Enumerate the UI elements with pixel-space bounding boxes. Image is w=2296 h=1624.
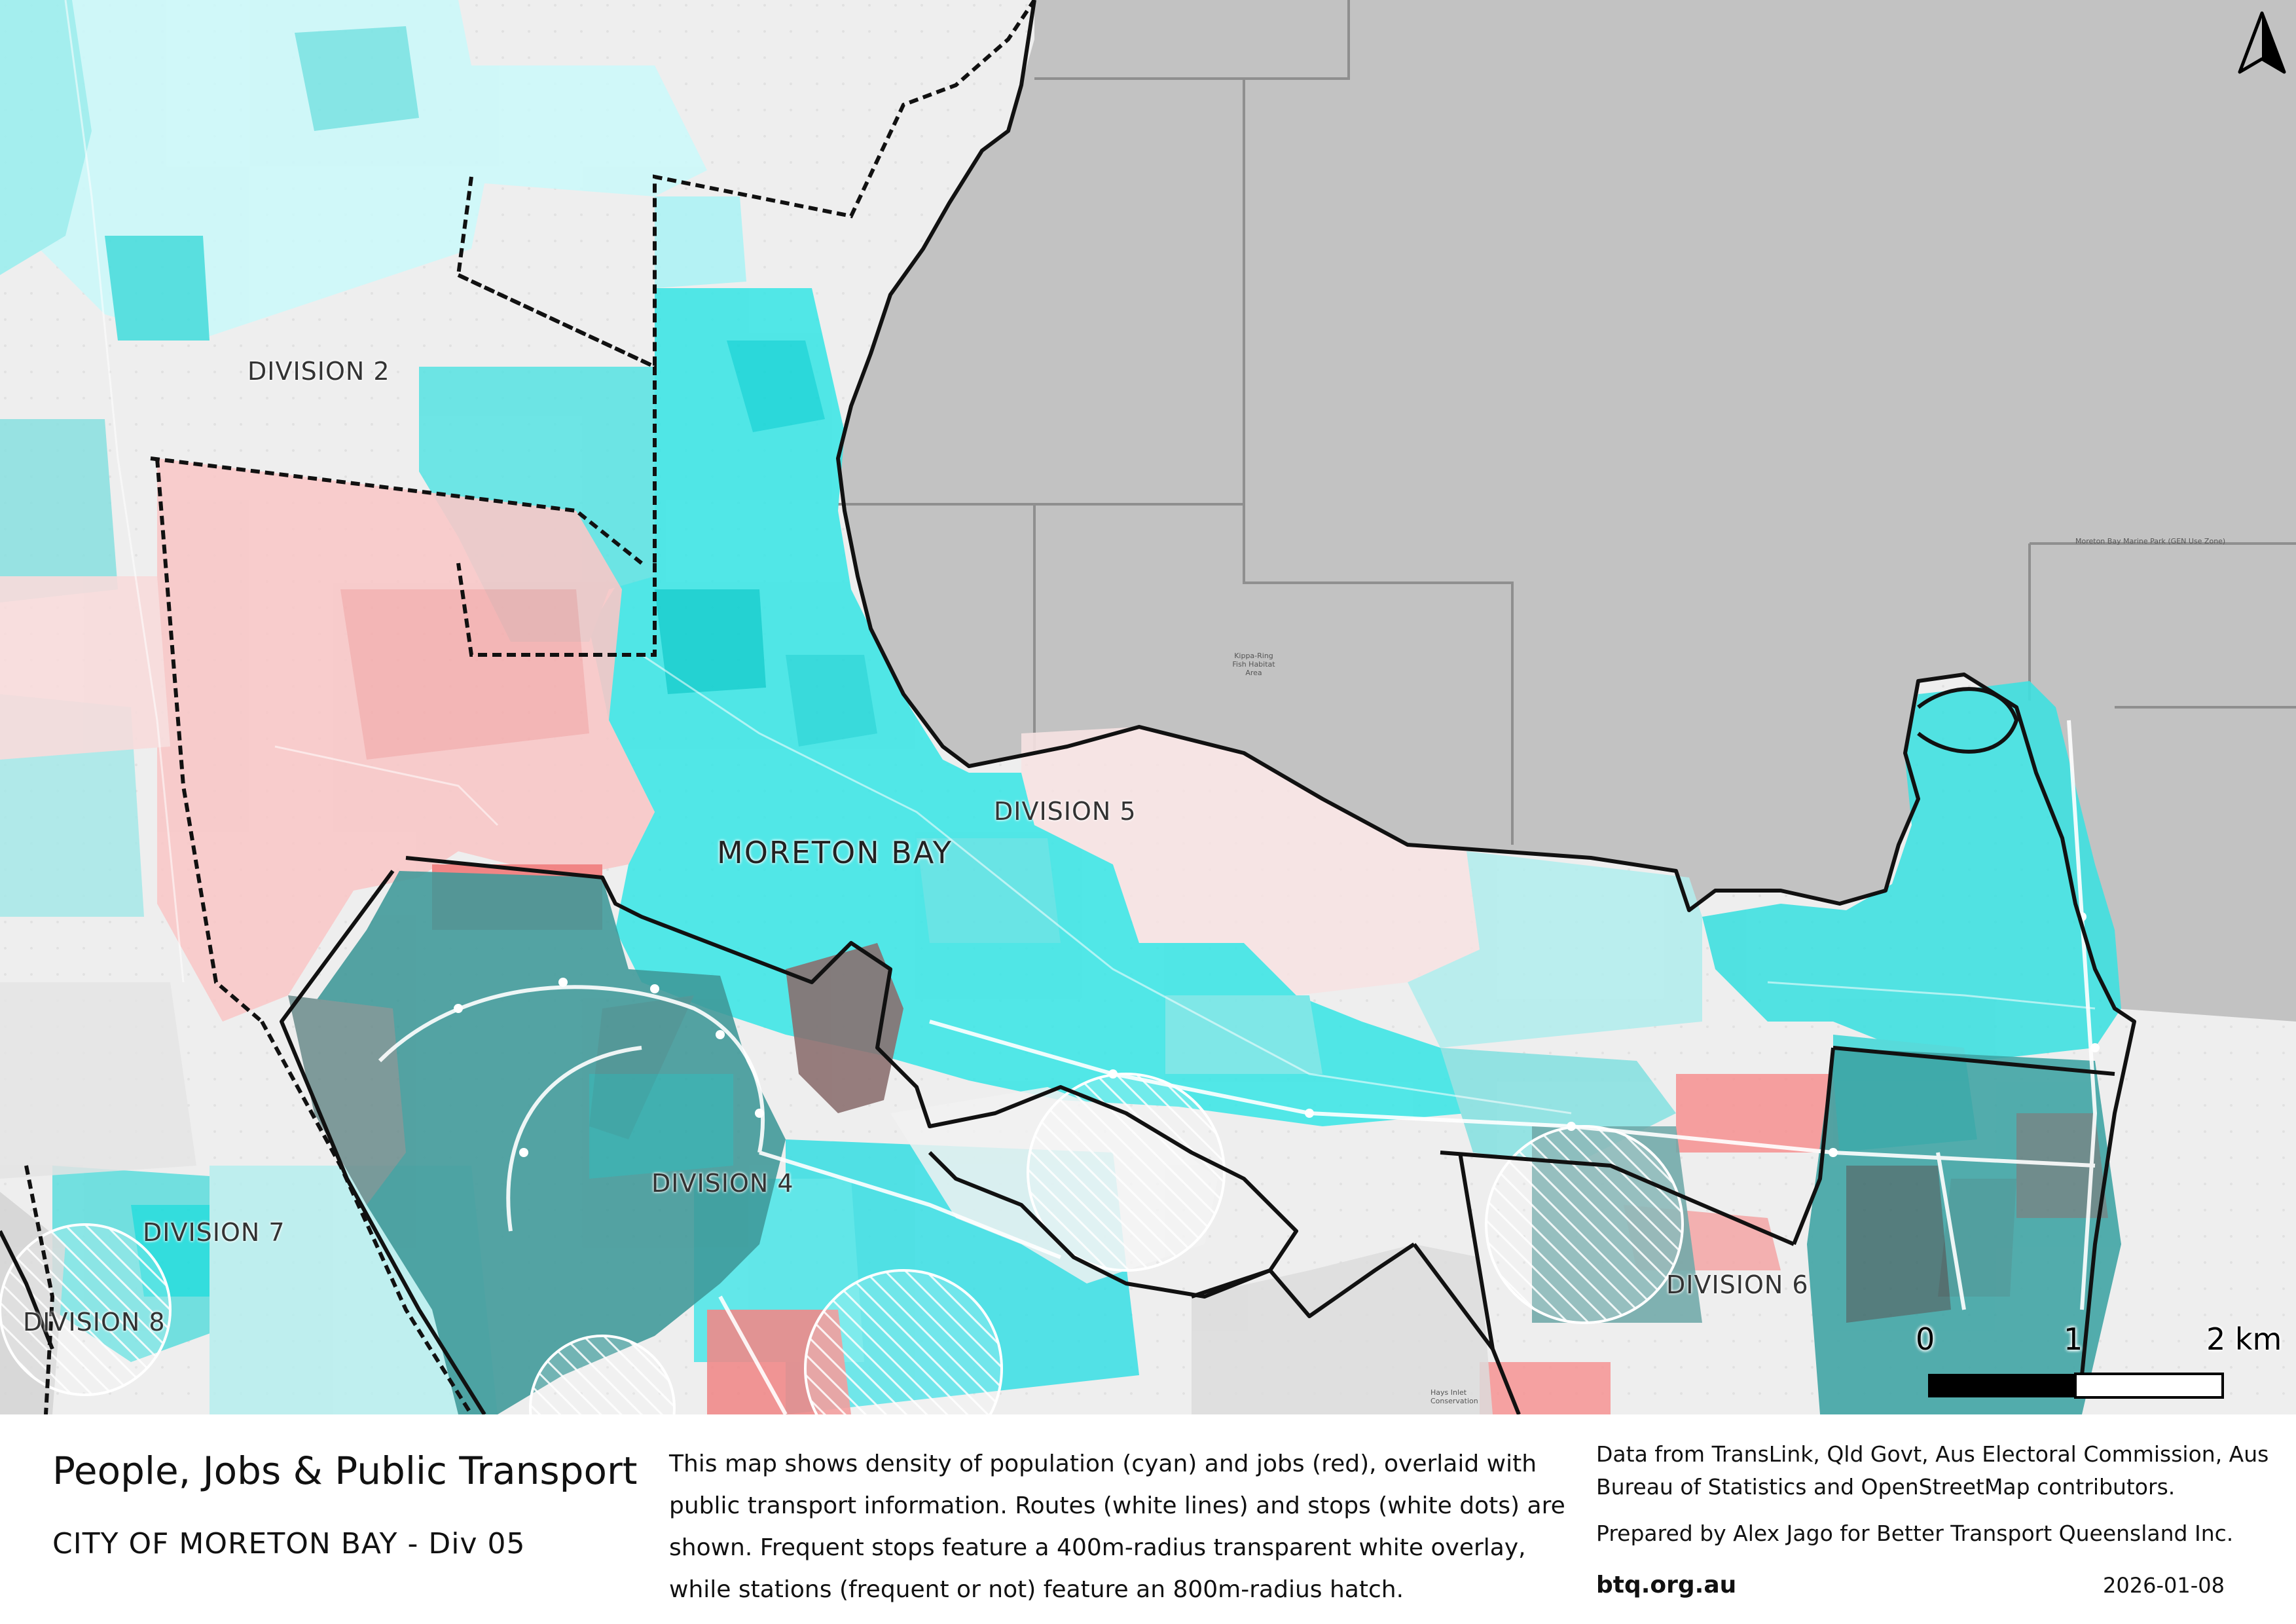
streets xyxy=(64,0,2096,1115)
division-5-label: DIVISION 5 xyxy=(994,797,1137,826)
conservation-label: Hays Inlet Conservation xyxy=(1430,1388,1478,1405)
legend-footer: People, Jobs & Public Transport CITY OF … xyxy=(0,1414,2296,1624)
division-4-label: DIVISION 4 xyxy=(651,1169,794,1198)
mixed-density xyxy=(288,871,2121,1414)
habitat-label: Kippa-Ring Fish Habitat Area xyxy=(1232,652,1275,677)
prepared-by: Prepared by Alex Jago for Better Transpo… xyxy=(1596,1521,2234,1546)
scale-label-2km: 2 km xyxy=(2206,1321,2282,1357)
data-credits: Data from TransLink, Qld Govt, Aus Elect… xyxy=(1596,1441,2269,1500)
division-boundaries-solid xyxy=(0,0,2136,1414)
marine-zones xyxy=(838,0,2296,845)
division-8-label: DIVISION 8 xyxy=(23,1308,166,1337)
map-date: 2026-01-08 xyxy=(2103,1573,2225,1598)
north-arrow-icon xyxy=(2238,11,2286,74)
pt-routes xyxy=(378,720,2098,1414)
scale-label-0: 0 xyxy=(1916,1321,1935,1357)
map-title: People, Jobs & Public Transport xyxy=(52,1449,638,1493)
scale-label-1: 1 xyxy=(2064,1321,2083,1357)
map-description: This map shows density of population (cy… xyxy=(669,1450,1565,1603)
map-graphics xyxy=(0,0,2296,1414)
map-subtitle: CITY OF MORETON BAY - Div 05 xyxy=(52,1527,526,1560)
division-2-label: DIVISION 2 xyxy=(247,357,390,386)
map-canvas[interactable]: MORETON BAY DIVISION 2 DIVISION 4 DIVISI… xyxy=(0,0,2296,1414)
division-6-label: DIVISION 6 xyxy=(1666,1270,1809,1299)
division-boundaries-dashed xyxy=(24,0,1036,1414)
division-7-label: DIVISION 7 xyxy=(143,1218,285,1247)
bay-water xyxy=(838,0,2296,1022)
scale-bar xyxy=(1928,1373,2224,1399)
website-link[interactable]: btq.org.au xyxy=(1596,1572,1737,1598)
station-hatches xyxy=(0,1073,1684,1414)
bay-label: MORETON BAY xyxy=(717,835,953,870)
marine-park-label: Moreton Bay Marine Park (GEN Use Zone) xyxy=(2075,537,2226,545)
